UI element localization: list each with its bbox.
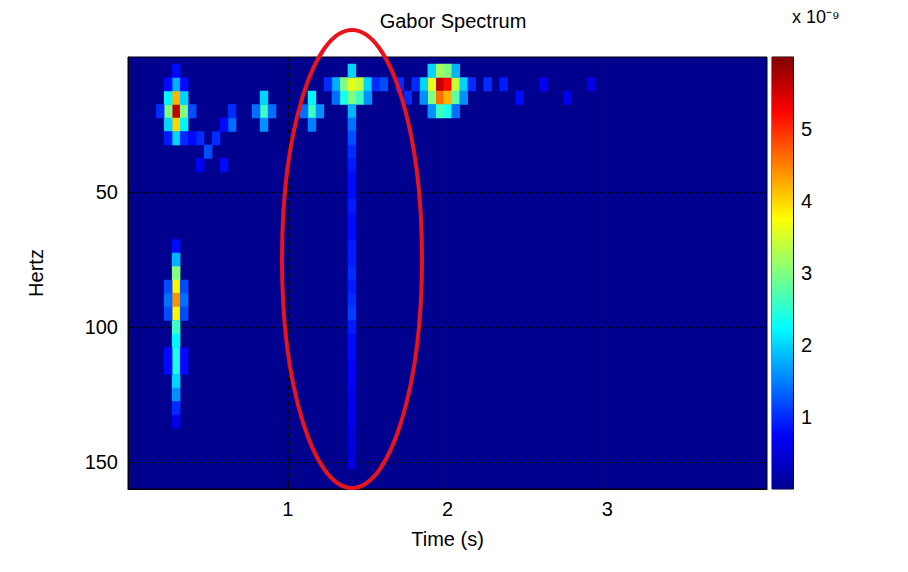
svg-text:Gabor Spectrum: Gabor Spectrum xyxy=(380,10,527,32)
svg-text:2: 2 xyxy=(801,334,812,356)
svg-text:3: 3 xyxy=(801,262,812,284)
svg-text:x 10⁻⁹: x 10⁻⁹ xyxy=(792,7,840,27)
svg-text:2: 2 xyxy=(442,498,453,520)
svg-text:100: 100 xyxy=(85,316,118,338)
svg-text:4: 4 xyxy=(801,190,812,212)
svg-text:3: 3 xyxy=(602,498,613,520)
svg-text:Hertz: Hertz xyxy=(25,249,47,297)
svg-text:1: 1 xyxy=(282,498,293,520)
svg-text:5: 5 xyxy=(801,118,812,140)
svg-text:150: 150 xyxy=(85,451,118,473)
svg-text:50: 50 xyxy=(96,181,118,203)
svg-text:1: 1 xyxy=(801,406,812,428)
svg-text:Time (s): Time (s) xyxy=(411,528,484,550)
